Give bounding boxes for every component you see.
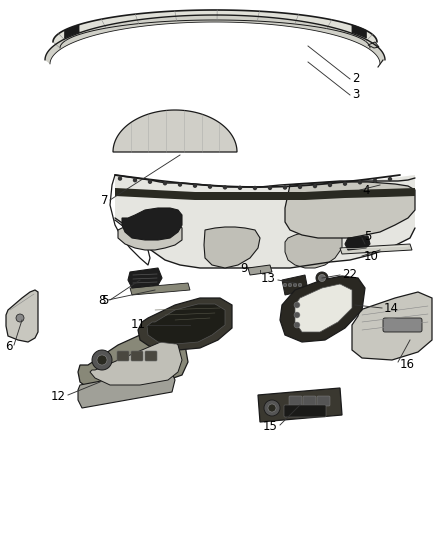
Circle shape bbox=[119, 177, 121, 180]
Text: 12: 12 bbox=[51, 390, 66, 402]
FancyBboxPatch shape bbox=[317, 396, 330, 406]
Text: 8: 8 bbox=[99, 294, 106, 306]
Polygon shape bbox=[78, 332, 188, 390]
Circle shape bbox=[16, 314, 24, 322]
Circle shape bbox=[328, 183, 332, 187]
Circle shape bbox=[163, 182, 166, 185]
Text: 14: 14 bbox=[384, 302, 399, 314]
Text: 3: 3 bbox=[352, 88, 359, 101]
FancyBboxPatch shape bbox=[303, 396, 316, 406]
Polygon shape bbox=[282, 275, 308, 295]
Text: 13: 13 bbox=[261, 271, 276, 285]
Circle shape bbox=[294, 302, 300, 308]
Circle shape bbox=[254, 187, 257, 190]
Circle shape bbox=[294, 322, 300, 328]
Text: 10: 10 bbox=[364, 249, 379, 262]
Polygon shape bbox=[53, 10, 377, 48]
Polygon shape bbox=[90, 338, 182, 385]
Circle shape bbox=[134, 179, 137, 182]
Polygon shape bbox=[115, 188, 415, 200]
Circle shape bbox=[316, 272, 328, 284]
Polygon shape bbox=[258, 388, 342, 422]
Polygon shape bbox=[295, 284, 352, 332]
Polygon shape bbox=[280, 276, 365, 342]
Circle shape bbox=[298, 283, 302, 287]
Polygon shape bbox=[368, 42, 379, 48]
Polygon shape bbox=[138, 298, 232, 350]
Circle shape bbox=[223, 186, 226, 189]
Circle shape bbox=[208, 185, 212, 188]
Circle shape bbox=[288, 283, 292, 287]
Polygon shape bbox=[45, 15, 385, 64]
Circle shape bbox=[294, 312, 300, 318]
Polygon shape bbox=[340, 244, 412, 254]
Polygon shape bbox=[113, 110, 237, 152]
Circle shape bbox=[92, 350, 112, 370]
Circle shape bbox=[97, 355, 107, 365]
Polygon shape bbox=[248, 265, 272, 275]
Text: 6: 6 bbox=[6, 341, 13, 353]
Circle shape bbox=[283, 283, 287, 287]
Text: 7: 7 bbox=[100, 193, 108, 206]
Text: 5: 5 bbox=[364, 230, 371, 243]
FancyBboxPatch shape bbox=[383, 318, 422, 332]
Circle shape bbox=[358, 181, 361, 184]
Circle shape bbox=[314, 184, 317, 188]
Polygon shape bbox=[118, 222, 182, 250]
Polygon shape bbox=[115, 175, 415, 268]
Text: 2: 2 bbox=[352, 72, 360, 85]
Circle shape bbox=[343, 182, 346, 185]
Polygon shape bbox=[122, 208, 182, 240]
Polygon shape bbox=[78, 368, 175, 408]
FancyBboxPatch shape bbox=[284, 405, 326, 417]
Text: 5: 5 bbox=[101, 294, 108, 306]
Polygon shape bbox=[6, 290, 38, 342]
FancyBboxPatch shape bbox=[131, 351, 143, 361]
Circle shape bbox=[293, 283, 297, 287]
Polygon shape bbox=[128, 268, 162, 288]
Polygon shape bbox=[285, 182, 415, 238]
Polygon shape bbox=[147, 304, 225, 344]
Circle shape bbox=[148, 180, 152, 183]
Text: 11: 11 bbox=[131, 319, 146, 332]
Circle shape bbox=[268, 404, 276, 412]
Polygon shape bbox=[285, 230, 342, 268]
Circle shape bbox=[264, 400, 280, 416]
Text: 16: 16 bbox=[400, 358, 415, 370]
Polygon shape bbox=[345, 236, 370, 250]
Circle shape bbox=[374, 179, 377, 182]
FancyBboxPatch shape bbox=[117, 351, 129, 361]
FancyBboxPatch shape bbox=[289, 396, 302, 406]
FancyBboxPatch shape bbox=[145, 351, 157, 361]
Circle shape bbox=[179, 183, 181, 186]
Circle shape bbox=[389, 177, 392, 181]
Polygon shape bbox=[130, 283, 190, 295]
Circle shape bbox=[318, 274, 325, 281]
Circle shape bbox=[194, 184, 197, 187]
Polygon shape bbox=[352, 292, 432, 360]
Circle shape bbox=[239, 187, 241, 189]
Circle shape bbox=[299, 185, 301, 189]
Polygon shape bbox=[204, 227, 260, 268]
Text: 15: 15 bbox=[263, 421, 278, 433]
Circle shape bbox=[268, 187, 272, 189]
Circle shape bbox=[283, 186, 286, 189]
Text: 22: 22 bbox=[342, 268, 357, 280]
Text: 4: 4 bbox=[362, 183, 370, 197]
Text: 9: 9 bbox=[240, 262, 248, 274]
